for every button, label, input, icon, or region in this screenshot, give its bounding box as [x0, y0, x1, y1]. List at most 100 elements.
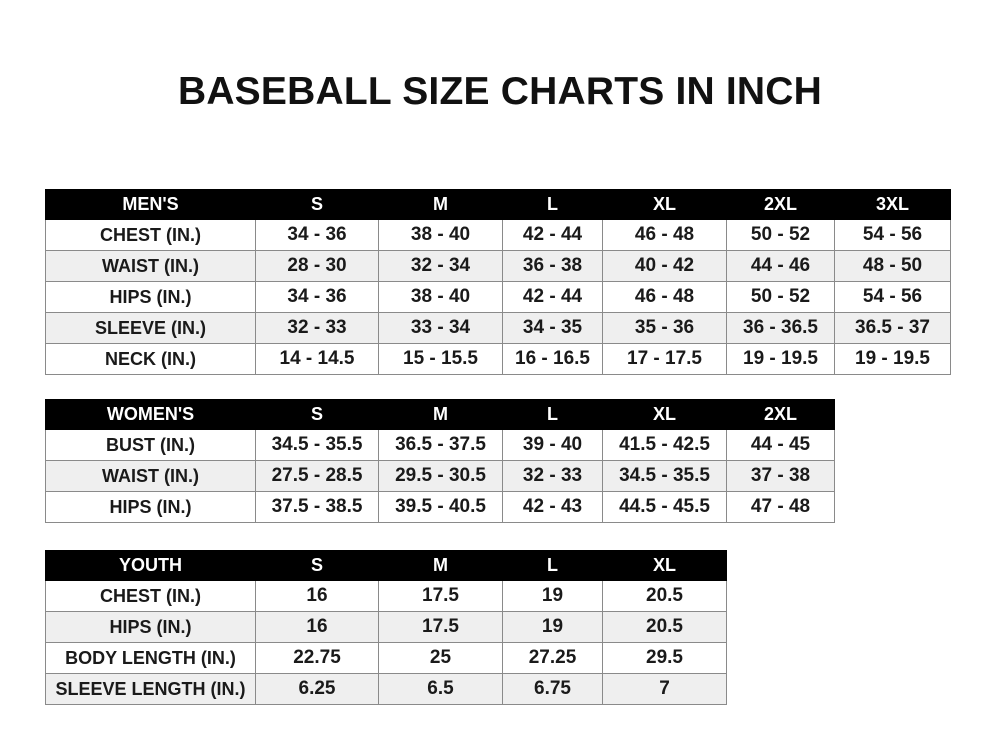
- size-value: 34.5 - 35.5: [602, 460, 727, 492]
- size-value: 44 - 45: [726, 429, 835, 461]
- size-value: 37.5 - 38.5: [255, 491, 379, 523]
- table-row: SLEEVE (IN.) 32 - 33 33 - 34 34 - 35 35 - 36…: [45, 312, 951, 344]
- size-value: 37 - 38: [726, 460, 835, 492]
- mens-size-table: MEN'S S M L XL 2XL 3XL CHEST (IN.) 34 - 36 38 - 4…: [45, 189, 951, 375]
- size-value: 34 - 36: [255, 219, 379, 251]
- size-header: L: [502, 189, 603, 220]
- table-row: SLEEVE LENGTH (IN.) 6.25 6.5 6.75 7: [45, 673, 727, 705]
- size-value: 6.25: [255, 673, 379, 705]
- size-value: 22.75: [255, 642, 379, 674]
- size-value: 19 - 19.5: [726, 343, 835, 375]
- size-value: 34 - 35: [502, 312, 603, 344]
- table-row: BUST (IN.) 34.5 - 35.5 36.5 - 37.5 39 - 40 4…: [45, 429, 835, 461]
- size-value: 54 - 56: [834, 281, 951, 313]
- size-value: 19: [502, 611, 603, 643]
- womens-size-table: WOMEN'S S M L XL 2XL BUST (IN.) 34.5 - 35.5 36.5…: [45, 399, 835, 523]
- size-value: 34.5 - 35.5: [255, 429, 379, 461]
- size-value: 17.5: [378, 580, 503, 612]
- size-value: 36.5 - 37: [834, 312, 951, 344]
- size-value: 50 - 52: [726, 281, 835, 313]
- header-row: WOMEN'S S M L XL 2XL: [45, 399, 835, 430]
- size-value: 14 - 14.5: [255, 343, 379, 375]
- size-header: L: [502, 550, 603, 581]
- table-row: CHEST (IN.) 34 - 36 38 - 40 42 - 44 46 - 48 5…: [45, 219, 951, 251]
- size-header: XL: [602, 399, 727, 430]
- size-value: 46 - 48: [602, 281, 727, 313]
- size-header: M: [378, 189, 503, 220]
- size-value: 38 - 40: [378, 281, 503, 313]
- size-value: 27.25: [502, 642, 603, 674]
- table-row: WAIST (IN.) 28 - 30 32 - 34 36 - 38 40 - 42 4…: [45, 250, 951, 282]
- size-value: 35 - 36: [602, 312, 727, 344]
- size-value: 29.5 - 30.5: [378, 460, 503, 492]
- size-value: 42 - 44: [502, 281, 603, 313]
- size-header: M: [378, 399, 503, 430]
- size-value: 34 - 36: [255, 281, 379, 313]
- header-row: YOUTH S M L XL: [45, 550, 727, 581]
- measurement-label: WAIST (IN.): [45, 460, 256, 492]
- size-value: 41.5 - 42.5: [602, 429, 727, 461]
- category-header: WOMEN'S: [45, 399, 256, 430]
- size-header: 2XL: [726, 189, 835, 220]
- category-header: YOUTH: [45, 550, 256, 581]
- size-value: 16 - 16.5: [502, 343, 603, 375]
- measurement-label: WAIST (IN.): [45, 250, 256, 282]
- size-value: 6.75: [502, 673, 603, 705]
- size-value: 25: [378, 642, 503, 674]
- size-value: 16: [255, 580, 379, 612]
- page-title: BASEBALL SIZE CHARTS IN INCH: [177, 70, 823, 113]
- table-row: NECK (IN.) 14 - 14.5 15 - 15.5 16 - 16.5 17 …: [45, 343, 951, 375]
- size-value: 42 - 44: [502, 219, 603, 251]
- measurement-label: SLEEVE LENGTH (IN.): [45, 673, 256, 705]
- category-header: MEN'S: [45, 189, 256, 220]
- size-value: 17.5: [378, 611, 503, 643]
- size-value: 15 - 15.5: [378, 343, 503, 375]
- size-header: S: [255, 399, 379, 430]
- size-value: 36.5 - 37.5: [378, 429, 503, 461]
- size-header: 3XL: [834, 189, 951, 220]
- size-header: S: [255, 189, 379, 220]
- size-value: 54 - 56: [834, 219, 951, 251]
- measurement-label: HIPS (IN.): [45, 281, 256, 313]
- size-value: 20.5: [602, 580, 727, 612]
- table-row: BODY LENGTH (IN.) 22.75 25 27.25 29.5: [45, 642, 727, 674]
- size-value: 32 - 33: [255, 312, 379, 344]
- measurement-label: BUST (IN.): [45, 429, 256, 461]
- size-header: 2XL: [726, 399, 835, 430]
- size-value: 16: [255, 611, 379, 643]
- measurement-label: SLEEVE (IN.): [45, 312, 256, 344]
- youth-size-table: YOUTH S M L XL CHEST (IN.) 16 17.5 19 20.5 HIPS (I…: [45, 550, 727, 705]
- measurement-label: CHEST (IN.): [45, 219, 256, 251]
- size-value: 6.5: [378, 673, 503, 705]
- size-value: 7: [602, 673, 727, 705]
- size-value: 47 - 48: [726, 491, 835, 523]
- measurement-label: CHEST (IN.): [45, 580, 256, 612]
- measurement-label: HIPS (IN.): [45, 491, 256, 523]
- table-row: HIPS (IN.) 37.5 - 38.5 39.5 - 40.5 42 - 43 4…: [45, 491, 835, 523]
- size-value: 44 - 46: [726, 250, 835, 282]
- size-header: M: [378, 550, 503, 581]
- size-value: 32 - 33: [502, 460, 603, 492]
- size-header: L: [502, 399, 603, 430]
- table-row: WAIST (IN.) 27.5 - 28.5 29.5 - 30.5 32 - 33…: [45, 460, 835, 492]
- table-row: HIPS (IN.) 34 - 36 38 - 40 42 - 44 46 - 48 50…: [45, 281, 951, 313]
- size-value: 17 - 17.5: [602, 343, 727, 375]
- size-value: 33 - 34: [378, 312, 503, 344]
- header-row: MEN'S S M L XL 2XL 3XL: [45, 189, 951, 220]
- size-value: 44.5 - 45.5: [602, 491, 727, 523]
- measurement-label: BODY LENGTH (IN.): [45, 642, 256, 674]
- measurement-label: HIPS (IN.): [45, 611, 256, 643]
- table-row: CHEST (IN.) 16 17.5 19 20.5: [45, 580, 727, 612]
- size-value: 20.5: [602, 611, 727, 643]
- size-header: S: [255, 550, 379, 581]
- size-value: 40 - 42: [602, 250, 727, 282]
- size-value: 19: [502, 580, 603, 612]
- measurement-label: NECK (IN.): [45, 343, 256, 375]
- size-header: XL: [602, 550, 727, 581]
- size-value: 36 - 36.5: [726, 312, 835, 344]
- size-value: 29.5: [602, 642, 727, 674]
- size-value: 32 - 34: [378, 250, 503, 282]
- size-value: 39.5 - 40.5: [378, 491, 503, 523]
- size-value: 28 - 30: [255, 250, 379, 282]
- size-value: 27.5 - 28.5: [255, 460, 379, 492]
